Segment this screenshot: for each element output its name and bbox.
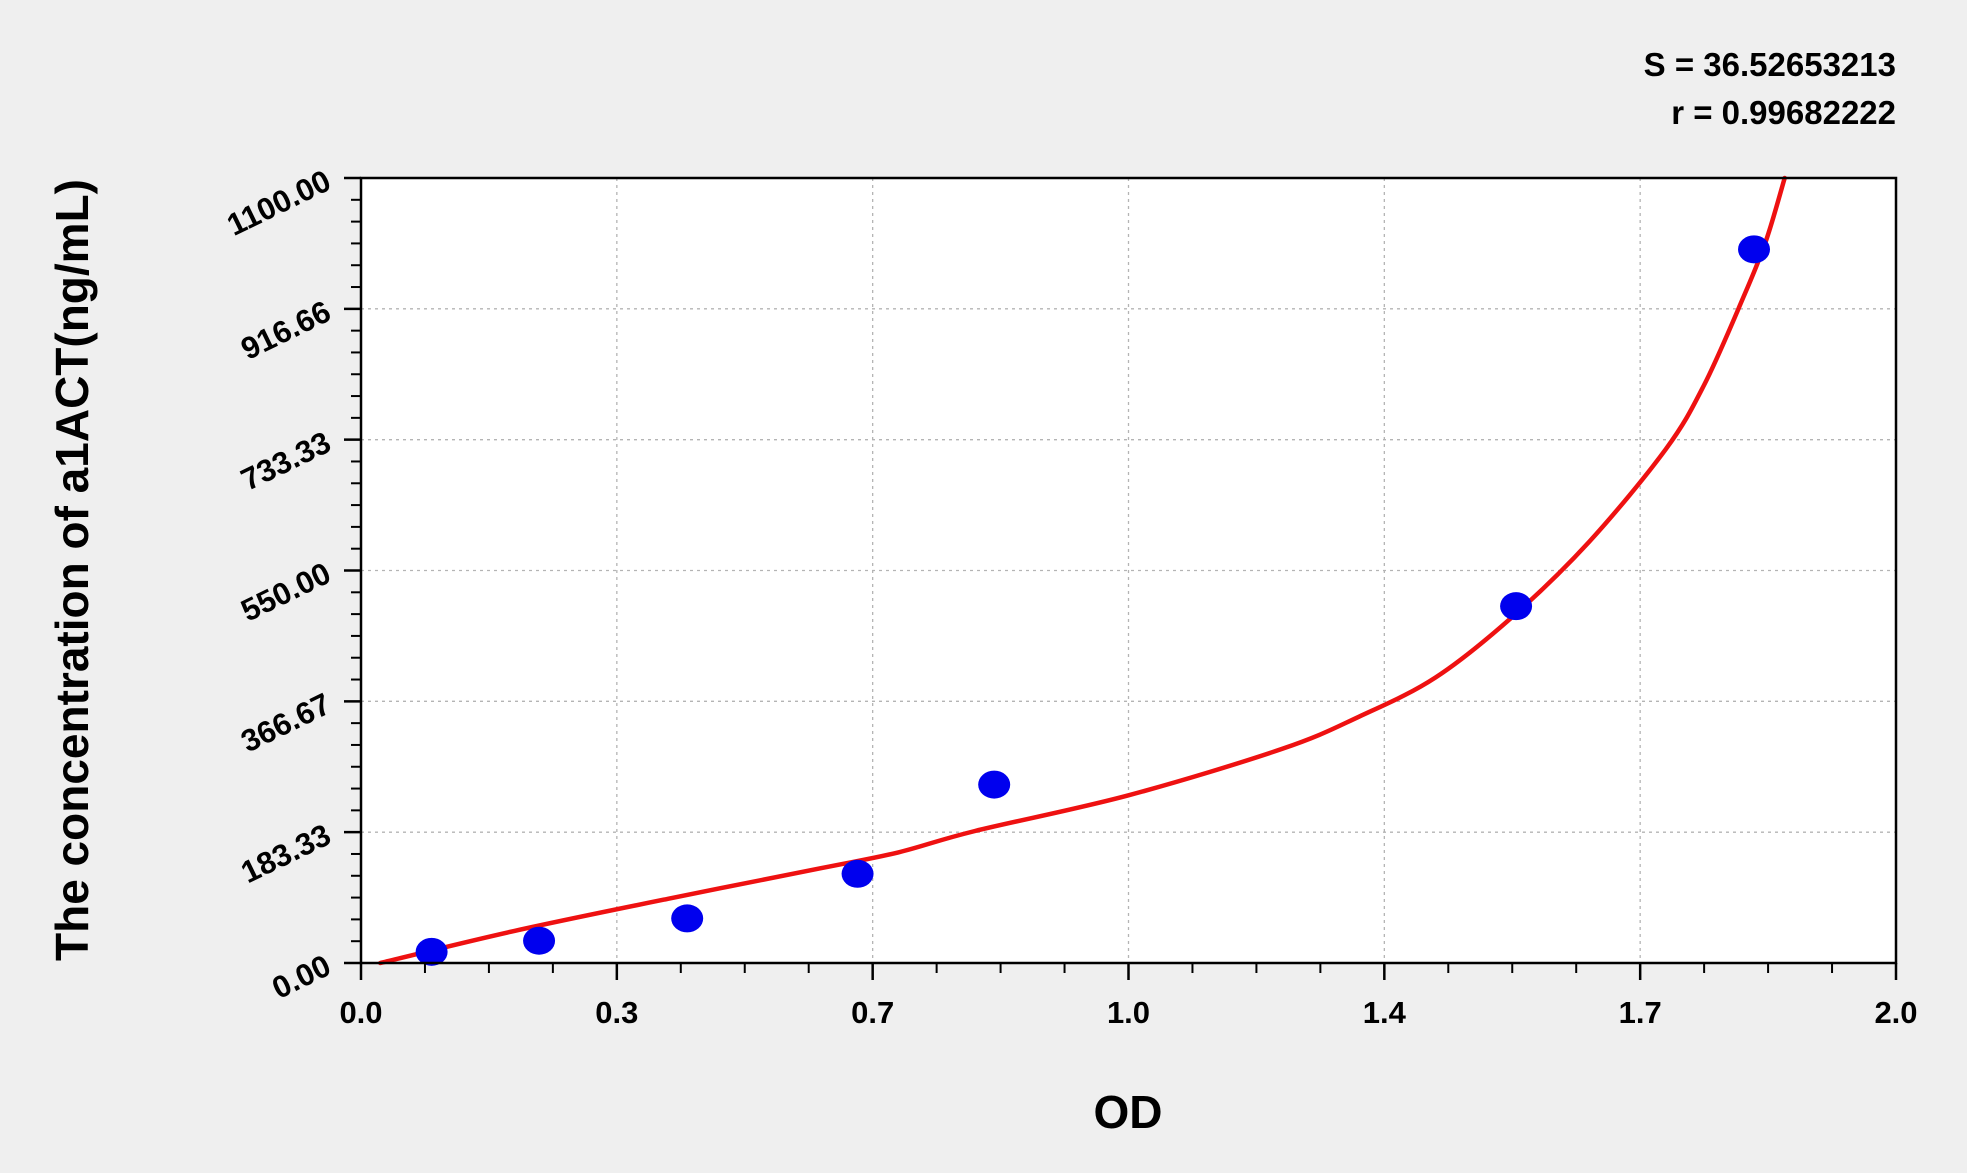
x-tick-label: 0.0: [339, 995, 382, 1030]
x-tick-label: 2.0: [1874, 995, 1917, 1030]
fit-curve-layer: [377, 175, 1787, 966]
data-point: [1500, 592, 1533, 621]
y-tick-label: 183.33: [235, 817, 336, 890]
y-tick-label: 733.33: [235, 425, 336, 498]
x-tick-label: 0.3: [595, 995, 638, 1030]
x-tick-label: 0.7: [851, 995, 894, 1030]
y-axis-title: The concentration of a1ACT(ng/mL): [46, 179, 98, 961]
y-tick-label: 1100.00: [222, 163, 337, 243]
data-point: [523, 926, 556, 955]
y-tick-label: 916.66: [235, 294, 336, 367]
stat-s-value: S = 36.52653213: [1644, 46, 1896, 83]
data-point: [415, 937, 448, 966]
data-point: [1738, 235, 1771, 264]
y-tick-label: 366.67: [235, 686, 336, 759]
data-point: [978, 770, 1011, 799]
stat-r-value: r = 0.99682222: [1671, 94, 1896, 131]
x-tick-label: 1.7: [1619, 995, 1662, 1030]
y-tick-label: 0.00: [266, 948, 336, 1006]
x-tick-label: 1.0: [1107, 995, 1150, 1030]
data-points: [415, 235, 1771, 966]
data-point: [671, 904, 704, 933]
x-tick-label: 1.4: [1363, 995, 1407, 1030]
y-tick-label: 550.00: [235, 555, 336, 628]
axis-ticks: [344, 176, 1898, 980]
x-tick-labels: 0.0 0.3 0.7 1.0 1.4 1.7 2.0: [339, 995, 1917, 1030]
data-point: [841, 859, 874, 888]
grid-lines: [361, 178, 1896, 963]
fit-curve: [377, 175, 1787, 966]
y-tick-labels: 0.00 183.33 366.67 550.00 733.33 916.66 1100.0…: [222, 163, 337, 1006]
x-axis-title: OD: [1094, 1086, 1163, 1138]
